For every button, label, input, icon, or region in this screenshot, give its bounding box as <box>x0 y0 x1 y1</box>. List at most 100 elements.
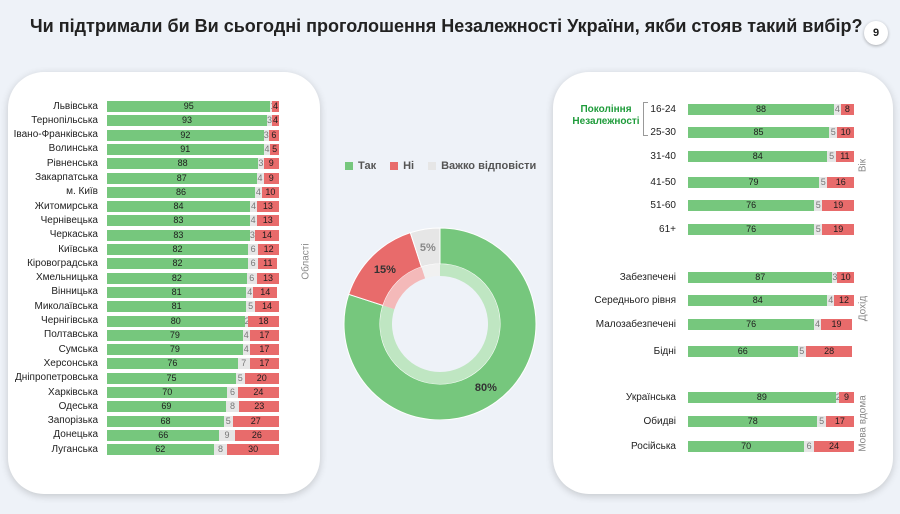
region-row-segment-dk: 3 <box>249 229 255 241</box>
language-axis-label: Мова вдома <box>857 395 869 452</box>
region-row-bar: 92 3 6 <box>107 129 280 141</box>
demo-group-2-row-bar: 78 5 17 <box>688 416 854 427</box>
region-row-label: Миколаївська <box>34 300 99 312</box>
region-row-segment-dk: 4 <box>263 143 271 155</box>
region-row-segment-yes: 92 <box>107 129 264 141</box>
region-row-label: Запорізька <box>47 415 98 427</box>
demo-group-0-row-segment-dk: 5 <box>814 224 823 235</box>
region-row-label: Чернівецька <box>40 214 98 226</box>
region-row-label: Кіровоградська <box>27 257 98 269</box>
demo-group-2-row-segment-no: 9 <box>839 392 854 403</box>
legend-item-yes: Так <box>345 160 376 172</box>
region-row-bar: 83 3 14 <box>107 229 279 241</box>
region-row-segment-no: 20 <box>244 372 279 384</box>
demo-group-1-row-segment-yes: 76 <box>688 319 815 330</box>
region-row-bar: 81 5 14 <box>107 301 279 313</box>
demo-group-0-row-segment-yes: 76 <box>688 224 815 235</box>
demo-group-1-row-bar: 66 5 28 <box>688 346 854 357</box>
demo-group-2-row-segment-yes: 70 <box>688 441 805 452</box>
demo-group-0-row-segment-yes: 84 <box>688 151 828 162</box>
region-row-segment-yes: 80 <box>107 315 245 327</box>
legend-label-dont-know: Важко відповісти <box>441 160 537 172</box>
region-row-bar: 68 5 27 <box>107 415 279 427</box>
region-row-segment-no: 27 <box>232 415 279 427</box>
region-row-segment-no: 13 <box>256 215 279 227</box>
region-row-segment-yes: 79 <box>107 329 243 341</box>
region-row-bar: 83 4 13 <box>107 215 279 227</box>
region-row-segment-dk: 4 <box>246 286 254 298</box>
region-row-bar: 82 6 13 <box>107 272 280 284</box>
region-row-segment-dk: 8 <box>225 401 240 413</box>
demo-group-2-row-bar: 89 2 9 <box>688 392 854 403</box>
region-row-label: Сумська <box>58 343 98 355</box>
region-row-segment-yes: 93 <box>107 115 267 127</box>
region-row-label: Херсонська <box>43 357 98 369</box>
demo-group-1-row-label: Бідні <box>653 345 676 357</box>
region-row-bar: 80 2 18 <box>107 315 279 327</box>
region-row-bar: 81 4 14 <box>107 286 279 298</box>
region-row-segment-dk: 3 <box>258 158 264 170</box>
demo-group-0-row-label: 31-40 <box>650 150 676 162</box>
income-axis-label: Дохід <box>857 295 869 322</box>
region-row-bar: 66 9 26 <box>107 429 279 441</box>
region-row-label: Дніпропетровська <box>15 372 98 384</box>
donut-chart: 80% 15% 5% <box>343 227 537 420</box>
demo-group-0-row-segment-yes: 79 <box>688 177 820 188</box>
region-row-segment-dk: 7 <box>237 358 250 370</box>
demo-group-0-row-label: 51-60 <box>650 199 676 211</box>
generation-label: Покоління Незалежності <box>572 104 640 127</box>
region-row-bar: 69 8 23 <box>107 401 279 413</box>
demo-group-0-row-bar: 76 5 19 <box>688 224 854 235</box>
region-row-segment-no: 17 <box>249 329 279 341</box>
region-row-segment-no: 4 <box>272 101 279 112</box>
region-row-segment-dk: 2 <box>244 315 249 327</box>
region-row-segment-yes: 76 <box>107 358 238 370</box>
demo-group-2-row-bar: 70 6 24 <box>688 441 854 452</box>
legend-swatch-dont-know <box>428 162 437 170</box>
demo-group-2-row-segment-no: 17 <box>825 416 854 427</box>
region-row-bar: 79 4 17 <box>107 344 279 356</box>
demo-group-0-row-bar: 88 4 8 <box>688 104 854 115</box>
demo-group-0-row-segment-no: 16 <box>827 177 854 188</box>
page-title: Чи підтримали би Ви сьогодні проголошенн… <box>30 16 863 36</box>
region-row-label: Закарпатська <box>35 172 98 183</box>
region-row-label: Харківська <box>48 386 98 398</box>
region-row-segment-dk: 1 <box>270 101 273 112</box>
demo-group-1-row-segment-yes: 84 <box>688 295 828 306</box>
demo-group-0-row-bar: 84 5 11 <box>688 151 854 162</box>
legend-item-dont-know: Важко відповісти <box>428 160 536 172</box>
region-row-segment-yes: 82 <box>107 244 249 255</box>
demo-group-2-row-segment-no: 24 <box>814 441 854 452</box>
region-row-segment-no: 9 <box>263 172 279 184</box>
demo-group-0-row-segment-dk: 5 <box>827 151 836 162</box>
region-row-segment-yes: 82 <box>107 272 247 284</box>
region-row-segment-dk: 4 <box>254 186 262 198</box>
region-row-label: Донецька <box>53 429 98 441</box>
demo-group-2-row-segment-dk: 5 <box>817 416 826 427</box>
region-row-segment-no: 14 <box>254 301 279 313</box>
region-row-bar: 76 7 17 <box>107 358 279 370</box>
donut-inner-ring-dont-know <box>421 264 440 279</box>
region-row-segment-no: 12 <box>258 244 279 255</box>
region-row-segment-yes: 70 <box>107 387 228 398</box>
region-row-label: Черкаська <box>49 229 98 241</box>
demo-group-0-row-bar: 79 5 16 <box>688 177 854 188</box>
donut-inner-ring-no <box>382 266 426 310</box>
age-axis-label: Вік <box>857 158 869 173</box>
demo-group-1-row-segment-yes: 66 <box>688 346 798 357</box>
demo-group-2-row-label: Українська <box>625 391 676 403</box>
demo-group-1-row-segment-dk: 3 <box>832 272 838 283</box>
generation-bracket <box>643 102 648 136</box>
region-row-segment-dk: 5 <box>236 372 245 384</box>
region-row-bar: 88 3 9 <box>107 158 279 170</box>
region-row-segment-yes: 79 <box>107 344 243 356</box>
demo-group-1-row-segment-dk: 5 <box>797 346 806 357</box>
demo-group-2-row-segment-dk: 6 <box>804 441 815 452</box>
region-row-segment-no: 24 <box>237 387 279 398</box>
demo-group-1-row-segment-yes: 87 <box>688 272 833 283</box>
demo-group-0-row-segment-no: 10 <box>837 127 854 138</box>
region-row-label: Чернігівська <box>41 315 98 326</box>
region-row-segment-yes: 83 <box>107 229 250 241</box>
region-row-segment-dk: 4 <box>249 215 257 227</box>
demo-group-0-row-segment-dk: 5 <box>814 200 823 211</box>
